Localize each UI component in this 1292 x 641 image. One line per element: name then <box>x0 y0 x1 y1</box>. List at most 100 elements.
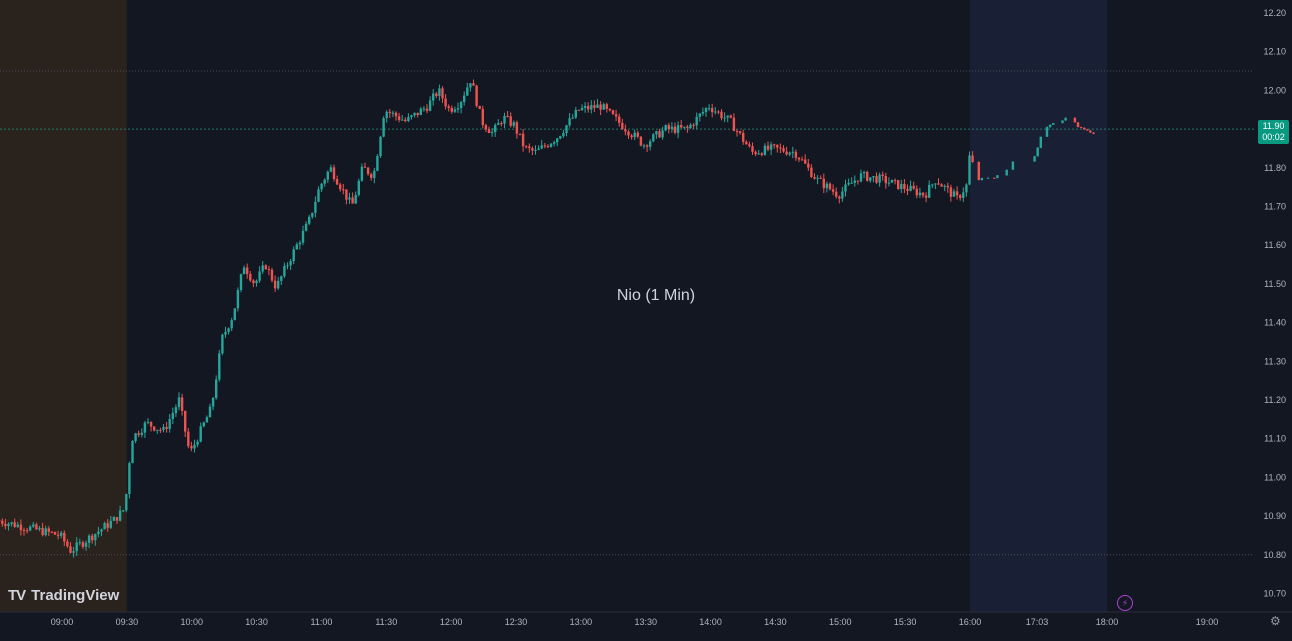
candle-body <box>835 192 837 197</box>
candle <box>345 189 347 204</box>
candle-body <box>965 185 967 193</box>
candle-body <box>754 152 756 154</box>
candle <box>568 113 570 128</box>
candle-body <box>193 445 195 449</box>
tradingview-logo[interactable]: TV TradingView <box>8 587 119 604</box>
candle-body <box>748 144 750 146</box>
candle-body <box>485 125 487 129</box>
candle-body <box>144 423 146 433</box>
candle-body <box>351 198 353 204</box>
candle-body <box>968 156 970 185</box>
candle <box>1064 117 1066 120</box>
candle-body <box>587 106 589 109</box>
candle <box>618 114 620 127</box>
candle-body <box>1092 132 1094 133</box>
candle-body <box>475 86 477 106</box>
candle-body <box>661 130 663 137</box>
lightning-icon[interactable]: ⚡ <box>1117 595 1133 611</box>
candle <box>479 106 481 109</box>
candle <box>141 428 143 437</box>
candle-body <box>125 494 127 510</box>
candle <box>234 308 236 320</box>
candle <box>1012 161 1014 169</box>
candle <box>767 142 769 152</box>
candle <box>891 180 893 183</box>
candle-body <box>981 178 983 180</box>
candle <box>820 175 822 179</box>
candle-body <box>420 109 422 115</box>
candle-body <box>85 543 87 547</box>
candle <box>779 143 781 153</box>
candle <box>389 109 391 118</box>
candle <box>677 122 679 139</box>
candle <box>696 112 698 129</box>
candle-body <box>872 176 874 177</box>
time-tick-label: 13:00 <box>570 617 593 627</box>
candle-body <box>41 528 43 535</box>
time-tick-label: 10:00 <box>180 617 203 627</box>
current-price-value: 11.90 <box>1258 121 1289 132</box>
candle-body <box>395 113 397 117</box>
candle-body <box>311 213 313 217</box>
candle <box>451 105 453 113</box>
candle <box>581 104 583 111</box>
candle <box>1074 117 1076 122</box>
candle <box>996 175 998 178</box>
candle-body <box>379 137 381 156</box>
candle <box>519 134 521 136</box>
candle <box>386 110 388 123</box>
candle-body <box>813 177 815 179</box>
candle-body <box>1083 128 1085 129</box>
candle-body <box>863 172 865 173</box>
candle-body <box>894 180 896 181</box>
candle <box>708 104 710 111</box>
candle-body <box>283 266 285 276</box>
candle <box>621 119 623 130</box>
candle-body <box>820 178 822 179</box>
candle-body <box>218 353 220 379</box>
tradingview-wordmark: TradingView <box>31 587 119 604</box>
candle <box>333 165 335 182</box>
candle-body <box>131 441 133 463</box>
candle <box>162 424 164 432</box>
candle-body <box>7 524 9 526</box>
candle-body <box>345 189 347 199</box>
candle <box>959 194 961 201</box>
candle <box>838 195 840 203</box>
candles <box>0 80 1095 558</box>
candle <box>630 134 632 140</box>
candle-body <box>584 106 586 108</box>
candle-body <box>153 427 155 431</box>
candle <box>488 127 490 133</box>
candle-body <box>603 104 605 109</box>
candle <box>940 183 942 186</box>
candle <box>978 161 980 180</box>
candle <box>212 397 214 410</box>
candle-body <box>857 181 859 182</box>
candle <box>572 114 574 119</box>
candle-body <box>26 530 28 531</box>
candle-body <box>472 83 474 86</box>
candle-body <box>978 162 980 180</box>
gear-icon[interactable]: ⚙ <box>1270 614 1281 628</box>
candle <box>987 178 989 179</box>
candle <box>423 106 425 112</box>
candle <box>209 404 211 418</box>
candle <box>243 265 245 274</box>
candle-body <box>110 521 112 528</box>
candle-body <box>556 138 558 142</box>
candle <box>981 178 983 181</box>
candle-body <box>795 152 797 158</box>
candle-body <box>20 525 22 530</box>
candle <box>702 108 704 116</box>
candle <box>150 421 152 431</box>
candle-body <box>745 142 747 145</box>
candle-body <box>66 542 68 547</box>
candle-body <box>761 153 763 155</box>
candle <box>655 131 657 139</box>
candle-body <box>438 88 440 96</box>
candle-body <box>634 133 636 137</box>
candle <box>668 123 670 134</box>
